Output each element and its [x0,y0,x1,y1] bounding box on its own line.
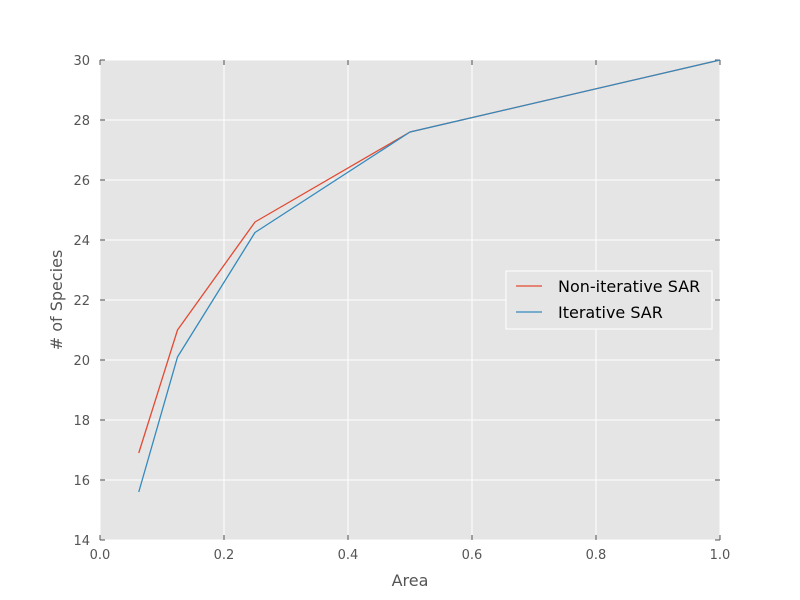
legend-box [505,270,713,330]
y-tick-label: 20 [73,354,90,369]
y-tick-label: 30 [73,54,90,69]
x-tick-label: 0.2 [214,548,235,563]
y-axis-label: # of Species [47,250,66,351]
x-tick-label: 0.6 [462,548,483,563]
legend: Non-iterative SAR Iterative SAR [505,270,713,330]
x-tick-label: 1.0 [710,548,731,563]
series-line-iterative [138,59,721,493]
series-lines [138,59,721,493]
y-tick-label: 18 [73,414,90,429]
y-tick-label: 16 [73,474,90,489]
y-tick-label: 28 [73,114,90,129]
tick-labels: 0.0 0.2 0.4 0.6 0.8 1.0 14 16 18 20 22 24 26 28 30 [73,54,730,563]
y-tick-label: 24 [73,234,90,249]
y-tick-label: 22 [73,294,90,309]
x-tick-label: 0.8 [586,548,607,563]
y-tick-label: 14 [73,534,90,549]
axis-ticks [99,59,721,541]
x-axis-label: Area [392,571,429,590]
legend-label-non-iterative: Non-iterative SAR [558,277,700,296]
legend-label-iterative: Iterative SAR [558,303,663,322]
x-tick-label: 0.0 [90,548,111,563]
x-tick-label: 0.4 [338,548,359,563]
y-tick-label: 26 [73,174,90,189]
